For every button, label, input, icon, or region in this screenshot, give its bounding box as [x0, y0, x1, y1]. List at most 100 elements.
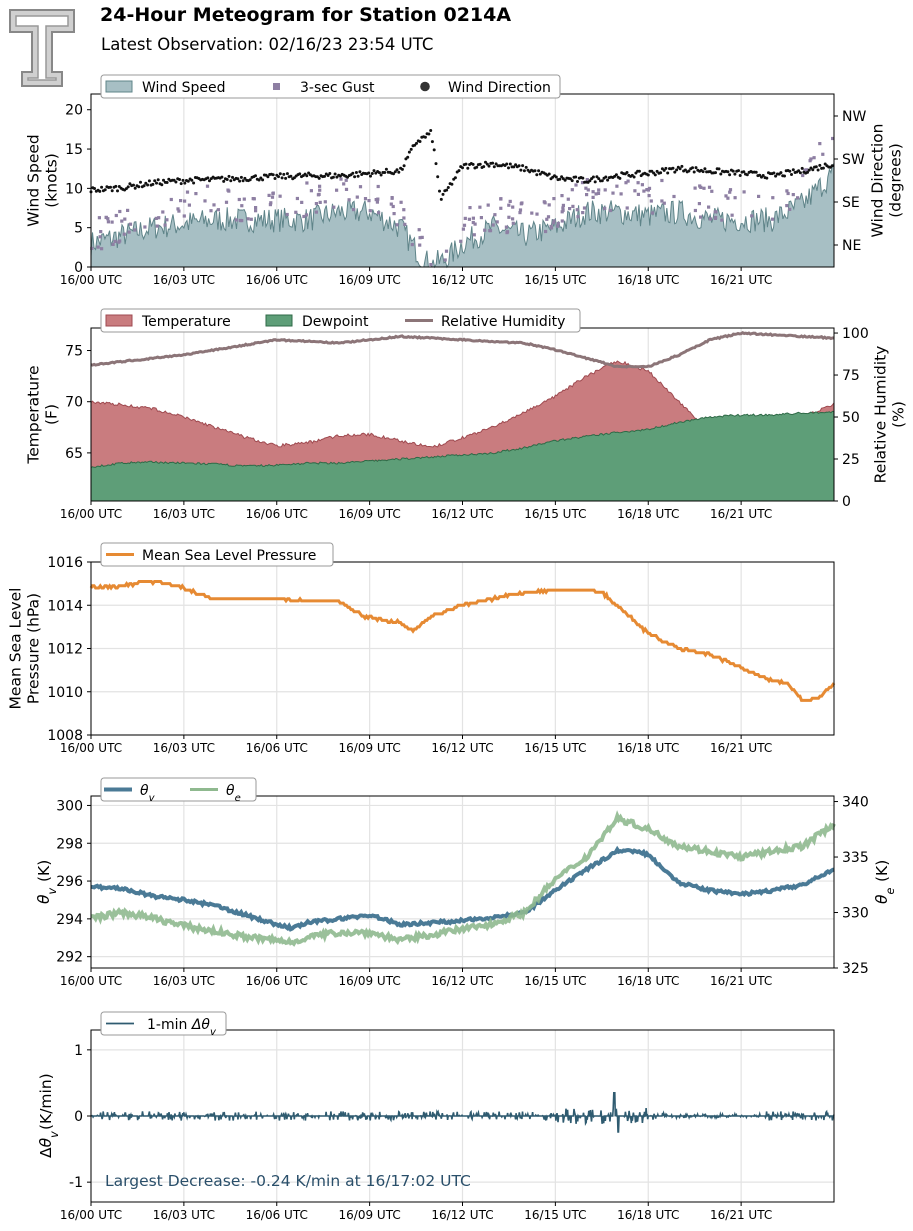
gust-marker [318, 200, 322, 204]
direction-marker [393, 170, 397, 174]
direction-marker [675, 168, 679, 172]
theta-v-line [90, 845, 835, 932]
direction-marker [521, 164, 525, 168]
direction-marker [383, 171, 387, 174]
direction-marker [791, 168, 795, 172]
gust-marker [591, 195, 595, 199]
gust-marker [169, 197, 173, 202]
direction-marker [806, 170, 809, 174]
direction-marker [384, 167, 388, 171]
direction-marker [494, 162, 498, 166]
wind-y2-axis-label-line: Wind Direction [869, 124, 887, 238]
direction-marker [671, 166, 675, 170]
gust-marker [154, 216, 158, 220]
wind-speed-line [90, 163, 835, 269]
wind-y-axis-label-line: Wind Speed [25, 134, 43, 226]
direction-marker [356, 174, 360, 178]
gust-marker [818, 142, 822, 146]
x-tick-label: 16/06 UTC [246, 1208, 308, 1222]
gust-marker [97, 216, 101, 220]
x-tick-label: 16/00 UTC [60, 1208, 122, 1222]
gust-marker [511, 217, 515, 221]
direction-marker [632, 175, 636, 179]
direction-marker [581, 176, 585, 180]
direction-marker [178, 178, 181, 181]
gust-marker [399, 200, 403, 204]
y2-tick-label: 340 [842, 795, 869, 811]
legend-entry: 3-sec Gust [273, 80, 375, 96]
temperature-chart: 16/00 UTC 16/03 UTC 16/06 UTC 16/09 UTC 16/1… [25, 308, 907, 521]
gust-marker [468, 206, 472, 210]
gust-marker [237, 197, 241, 202]
gust-marker [552, 219, 556, 223]
direction-marker [305, 174, 309, 178]
gust-marker [693, 186, 697, 190]
direction-marker [126, 185, 130, 189]
direction-marker [701, 170, 705, 174]
gust-marker [254, 206, 258, 210]
gust-marker [249, 217, 253, 221]
direction-marker [147, 179, 151, 183]
direction-marker [821, 166, 825, 170]
direction-marker [257, 178, 261, 182]
direction-marker [353, 175, 357, 179]
gust-marker [126, 208, 130, 212]
gust-marker [183, 199, 187, 203]
direction-marker [254, 174, 257, 178]
gust-marker [270, 195, 275, 199]
direction-marker [183, 181, 187, 185]
gust-marker [163, 223, 167, 227]
temperature-y-axis-label-line: Temperature [25, 365, 43, 464]
gust-marker [314, 210, 318, 214]
direction-marker [323, 174, 326, 178]
gust-marker [650, 211, 655, 215]
direction-marker [714, 171, 717, 175]
gust-marker [389, 202, 393, 206]
direction-marker [505, 162, 509, 166]
direction-marker [289, 174, 293, 178]
direction-marker [761, 174, 765, 177]
direction-marker [662, 168, 666, 172]
direction-marker [491, 161, 495, 165]
gust-marker [242, 197, 246, 201]
gust-marker [636, 192, 640, 196]
legend-entry: Mean Sea Level Pressure [106, 548, 316, 564]
direction-marker [535, 173, 539, 177]
gust-marker [619, 192, 623, 196]
x-tick-label: 16/21 UTC [710, 974, 772, 988]
direction-marker [259, 176, 263, 180]
direction-marker [406, 155, 410, 159]
direction-marker [186, 179, 190, 183]
direction-marker [331, 175, 335, 179]
y-tick-label: 294 [56, 912, 83, 928]
direction-marker [354, 171, 358, 174]
gust-marker [367, 199, 371, 203]
axis-label-symbol: θe [873, 888, 897, 904]
direction-marker [370, 172, 374, 175]
x-tick-label: 16/00 UTC [60, 741, 122, 755]
x-tick-label: 16/09 UTC [339, 1208, 401, 1222]
legend-swatch [273, 83, 280, 90]
gust-marker [246, 217, 250, 221]
direction-marker [537, 169, 541, 173]
gust-marker [596, 191, 601, 195]
gust-marker [507, 203, 511, 207]
direction-marker [379, 173, 383, 177]
gust-marker [491, 223, 495, 227]
direction-marker [800, 166, 804, 170]
gust-marker [194, 192, 198, 196]
direction-marker [522, 169, 526, 173]
direction-marker [162, 178, 165, 182]
gust-marker [278, 194, 282, 198]
wind-y2-axis-label: Wind Direction (degrees) [869, 124, 905, 238]
gust-marker [285, 212, 289, 217]
gust-marker [585, 178, 589, 182]
chart-legend: Temperature Dewpoint Relative Humidity [100, 308, 581, 333]
gust-markers [90, 136, 835, 267]
y-tick-label: 1008 [47, 728, 83, 744]
x-tick-label: 16/03 UTC [153, 507, 215, 521]
gust-marker [90, 246, 94, 250]
direction-marker [547, 172, 551, 176]
y-tick-label: 75 [65, 344, 83, 360]
direction-marker [98, 189, 102, 193]
